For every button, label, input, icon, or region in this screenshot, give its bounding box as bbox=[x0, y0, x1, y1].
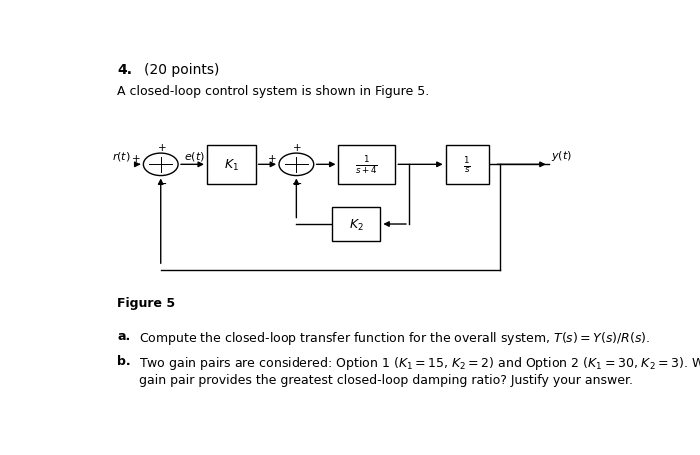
Text: +: + bbox=[267, 153, 276, 163]
Text: a.: a. bbox=[118, 329, 131, 343]
Text: −: − bbox=[157, 178, 167, 191]
Text: (20 points): (20 points) bbox=[144, 63, 220, 77]
Text: A closed-loop control system is shown in Figure 5.: A closed-loop control system is shown in… bbox=[118, 84, 430, 97]
Text: +: + bbox=[293, 143, 302, 153]
Text: Compute the closed-loop transfer function for the overall system, $T(s) = Y(s)/R: Compute the closed-loop transfer functio… bbox=[139, 329, 650, 347]
Text: +: + bbox=[158, 143, 166, 153]
Text: $\frac{1}{s}$: $\frac{1}{s}$ bbox=[463, 155, 471, 175]
Circle shape bbox=[144, 154, 178, 176]
Text: $r(t)$: $r(t)$ bbox=[112, 150, 131, 162]
Text: $K_1$: $K_1$ bbox=[224, 157, 239, 172]
Bar bbox=[207, 146, 256, 184]
Text: b.: b. bbox=[118, 354, 131, 367]
Text: −: − bbox=[292, 178, 302, 191]
Bar bbox=[338, 146, 395, 184]
Text: Figure 5: Figure 5 bbox=[118, 296, 176, 309]
Text: $y(t)$: $y(t)$ bbox=[552, 148, 573, 162]
Text: $K_2$: $K_2$ bbox=[349, 217, 363, 232]
Bar bbox=[332, 208, 381, 241]
Text: $e(t)$: $e(t)$ bbox=[183, 150, 204, 162]
Text: +: + bbox=[132, 153, 141, 163]
Text: 4.: 4. bbox=[118, 63, 132, 77]
Text: $\frac{1}{s+4}$: $\frac{1}{s+4}$ bbox=[356, 154, 378, 176]
Bar bbox=[445, 146, 489, 184]
Circle shape bbox=[279, 154, 314, 176]
Text: Two gain pairs are considered: Option 1 ($K_1 = 15$, $K_2 = 2$) and Option 2 ($K: Two gain pairs are considered: Option 1 … bbox=[139, 354, 700, 386]
